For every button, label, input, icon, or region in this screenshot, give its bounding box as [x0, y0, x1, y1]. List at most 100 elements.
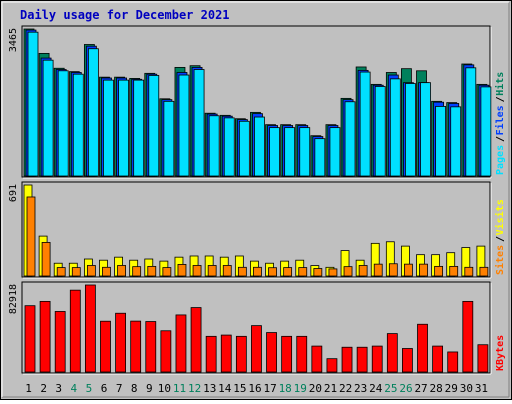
bar-pages-day-12	[193, 69, 205, 177]
y-max-label: 3465	[8, 28, 19, 52]
bar-kbytes-day-8	[130, 320, 142, 373]
bar-pages-day-10	[163, 100, 175, 177]
bar-pages-day-30	[465, 67, 477, 177]
bar-pages-day-14	[223, 117, 235, 177]
bar-sites-day-20	[313, 268, 323, 277]
bar-pages-day-2	[42, 59, 54, 177]
bar-pages-day-27	[420, 82, 431, 177]
bar-sites-day-5	[86, 265, 96, 277]
bar-pages-day-25	[389, 78, 401, 177]
bar-sites-day-12	[192, 265, 202, 277]
x-tick-day-24: 24	[369, 382, 383, 395]
bar-sites-day-17	[268, 267, 277, 277]
legend-kbytes: KBytes	[495, 335, 506, 371]
bar-pages-day-5	[87, 48, 99, 177]
x-tick-day-5: 5	[86, 382, 93, 395]
bar-pages-day-8	[133, 79, 145, 177]
bar-kbytes-day-14	[220, 334, 232, 373]
bar-pages-day-3	[57, 70, 69, 177]
bar-sites-day-23	[358, 265, 368, 277]
chart-panels: 3465Pages/Files/Hits691Sites/Visits82918…	[8, 25, 506, 375]
bar-kbytes-day-10	[160, 330, 172, 373]
bar-sites-day-18	[283, 267, 293, 277]
bar-sites-day-27	[419, 263, 428, 277]
bar-pages-day-15	[238, 120, 250, 177]
legend-separator: /	[495, 136, 506, 142]
x-tick-day-17: 17	[263, 382, 276, 395]
x-tick-day-16: 16	[248, 382, 261, 395]
bar-sites-day-6	[102, 266, 111, 277]
bar-sites-day-24	[373, 263, 383, 277]
legend-pages: Pages	[495, 145, 506, 175]
bar-pages-day-9	[148, 75, 160, 177]
x-tick-day-23: 23	[354, 382, 367, 395]
x-tick-day-22: 22	[339, 382, 352, 395]
x-tick-day-19: 19	[294, 382, 307, 395]
bar-kbytes-day-3	[54, 311, 66, 373]
bar-pages-day-1	[27, 31, 39, 177]
bar-kbytes-day-21	[326, 358, 338, 373]
legend-files: Files	[494, 105, 506, 135]
x-tick-day-11: 11	[173, 382, 186, 395]
bar-pages-day-23	[359, 71, 371, 177]
bar-sites-day-31	[479, 266, 489, 277]
legend-separator: /	[495, 96, 506, 102]
bar-pages-day-18	[284, 127, 296, 177]
bar-pages-day-22	[344, 101, 356, 177]
x-tick-day-7: 7	[116, 382, 123, 395]
bar-sites-day-16	[253, 266, 262, 277]
bar-pages-day-7	[118, 79, 129, 177]
bar-kbytes-day-16	[251, 325, 262, 373]
x-tick-day-26: 26	[399, 382, 412, 395]
bar-sites-day-10	[162, 267, 172, 277]
bar-kbytes-day-4	[69, 289, 81, 373]
bar-sites-day-11	[177, 264, 187, 277]
bar-kbytes-day-9	[145, 321, 157, 373]
bar-kbytes-day-6	[100, 320, 111, 373]
x-tick-day-14: 14	[218, 382, 232, 395]
x-tick-day-2: 2	[40, 382, 47, 395]
bar-kbytes-day-7	[115, 312, 126, 373]
bar-sites-day-4	[71, 267, 81, 277]
bar-pages-day-11	[178, 74, 190, 177]
bar-kbytes-day-18	[281, 335, 293, 373]
x-tick-day-30: 30	[460, 382, 473, 395]
bar-pages-day-17	[269, 127, 280, 177]
x-tick-day-29: 29	[445, 382, 458, 395]
x-tick-day-25: 25	[384, 382, 397, 395]
bar-pages-day-6	[103, 79, 114, 177]
bar-pages-day-31	[480, 86, 492, 177]
bar-pages-day-21	[329, 127, 341, 177]
bar-pages-day-29	[450, 106, 462, 177]
x-tick-day-28: 28	[430, 382, 443, 395]
bar-sites-day-15	[237, 266, 247, 277]
legend-visits: Visits	[494, 199, 506, 235]
x-tick-day-13: 13	[203, 382, 216, 395]
bar-pages-day-4	[72, 73, 84, 177]
x-tick-day-31: 31	[475, 382, 488, 395]
bar-kbytes-day-26	[402, 348, 413, 373]
x-tick-day-20: 20	[309, 382, 322, 395]
x-tick-day-6: 6	[101, 382, 108, 395]
x-tick-day-12: 12	[188, 382, 201, 395]
bar-sites-day-19	[298, 267, 308, 277]
bar-sites-day-8	[132, 266, 142, 277]
x-tick-day-21: 21	[324, 382, 337, 395]
bar-pages-day-16	[254, 116, 265, 177]
y-max-label: 82918	[8, 284, 19, 314]
kbytes-panel: 82918 KBytes	[8, 281, 506, 375]
bar-kbytes-day-23	[356, 346, 368, 373]
bar-kbytes-day-27	[417, 323, 428, 373]
x-tick-day-4: 4	[71, 382, 78, 395]
bar-sites-day-22	[343, 266, 353, 277]
day-axis-labels: 1 2 3 4 5 6 7 8 9 10 11 12 13 14 15 16 17 18 19 20 21 22 23 24 2…	[25, 382, 488, 395]
visits-sites-panel: 691 Sites /Visits	[8, 181, 506, 279]
bar-pages-day-13	[208, 115, 220, 177]
bar-sites-day-29	[449, 265, 459, 277]
x-tick-day-10: 10	[158, 382, 171, 395]
bar-kbytes-day-17	[266, 332, 277, 373]
bar-sites-day-21	[328, 268, 338, 277]
